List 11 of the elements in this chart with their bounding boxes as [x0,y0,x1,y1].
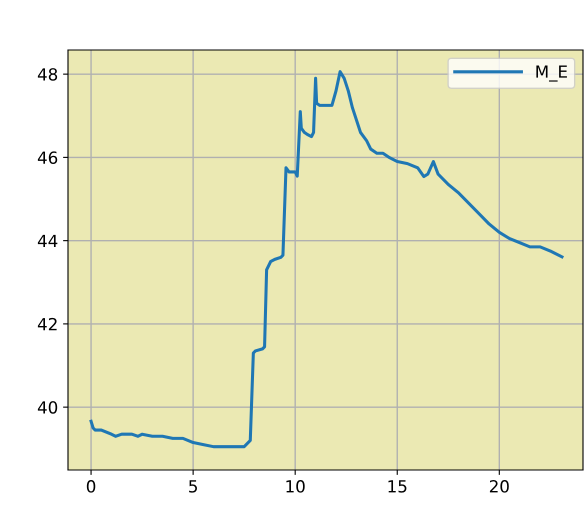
y-tick-label: 44 [38,234,58,247]
y-tick-label: 42 [38,318,57,330]
legend-label: M_E [536,66,567,82]
y-tick-label: 48 [38,68,58,81]
y-tick-label: 46 [38,151,58,164]
y-tick-label: 40 [38,401,58,414]
x-tick-label: 20 [490,480,509,493]
x-tick-label: 5 [189,480,197,493]
x-tick-label: 10 [286,480,305,493]
x-tick-label: 15 [388,480,406,493]
x-tick-label: 0 [86,480,96,493]
